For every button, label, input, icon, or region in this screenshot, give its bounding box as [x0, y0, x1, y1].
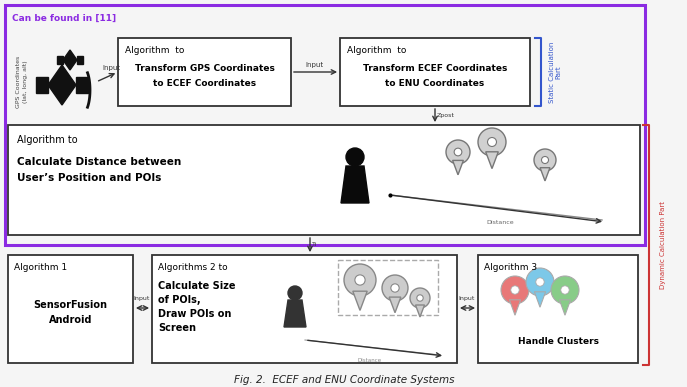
- Polygon shape: [77, 56, 83, 64]
- Text: to ENU Coordinates: to ENU Coordinates: [385, 79, 484, 88]
- Circle shape: [511, 286, 519, 294]
- Circle shape: [526, 268, 554, 296]
- Text: to ECEF Coordinates: to ECEF Coordinates: [153, 79, 256, 88]
- Circle shape: [488, 137, 497, 147]
- Text: Input: Input: [102, 65, 120, 71]
- Text: Fig. 2.  ECEF and ENU Coordinate Systems: Fig. 2. ECEF and ENU Coordinate Systems: [234, 375, 454, 385]
- Text: Input: Input: [459, 296, 475, 301]
- Text: Static Calculation
Part: Static Calculation Part: [548, 41, 561, 103]
- Polygon shape: [57, 56, 63, 64]
- Polygon shape: [284, 300, 306, 327]
- Text: Can be found in [11]: Can be found in [11]: [12, 14, 116, 23]
- Text: Draw POIs on: Draw POIs on: [158, 309, 232, 319]
- Bar: [338, 260, 438, 315]
- Circle shape: [344, 264, 376, 296]
- Polygon shape: [453, 160, 464, 175]
- Text: Transform GPS Coordinates: Transform GPS Coordinates: [135, 64, 274, 73]
- Circle shape: [561, 286, 570, 294]
- Text: User’s Position and POIs: User’s Position and POIs: [17, 173, 161, 183]
- Text: Zpost: Zpost: [437, 113, 455, 118]
- Polygon shape: [540, 168, 550, 181]
- Polygon shape: [559, 300, 571, 315]
- Text: Algorithm 1: Algorithm 1: [14, 263, 67, 272]
- Text: Algorithm to: Algorithm to: [17, 135, 78, 145]
- Circle shape: [501, 276, 529, 304]
- Text: Algorithms 2 to: Algorithms 2 to: [158, 263, 227, 272]
- Polygon shape: [36, 77, 48, 93]
- Circle shape: [534, 149, 556, 171]
- Polygon shape: [353, 291, 367, 310]
- Circle shape: [446, 140, 470, 164]
- Circle shape: [454, 148, 462, 156]
- Bar: [8, 125, 640, 235]
- Text: Android: Android: [49, 315, 92, 325]
- Polygon shape: [63, 50, 77, 70]
- Polygon shape: [416, 305, 425, 317]
- Text: Handle Clusters: Handle Clusters: [517, 337, 598, 346]
- Text: Calculate Size: Calculate Size: [158, 281, 236, 291]
- Bar: [5, 5, 645, 245]
- Bar: [340, 38, 530, 106]
- Bar: [478, 255, 638, 363]
- Polygon shape: [389, 297, 401, 313]
- Text: Distance: Distance: [486, 220, 514, 225]
- Polygon shape: [76, 77, 88, 93]
- Text: of POIs,: of POIs,: [158, 295, 201, 305]
- Circle shape: [417, 295, 423, 301]
- Text: Input: Input: [305, 62, 323, 68]
- Circle shape: [391, 284, 399, 292]
- Circle shape: [288, 286, 302, 300]
- Bar: [8, 255, 133, 363]
- Circle shape: [536, 278, 544, 286]
- Text: GPS Coordinates
(lat, long, alt): GPS Coordinates (lat, long, alt): [16, 56, 27, 108]
- Polygon shape: [534, 292, 545, 307]
- Text: Calculate Distance between: Calculate Distance between: [17, 157, 181, 167]
- Bar: [118, 38, 291, 106]
- Text: Distance: Distance: [358, 358, 382, 363]
- Text: Algorithm  to: Algorithm to: [125, 46, 184, 55]
- Circle shape: [355, 275, 365, 285]
- Polygon shape: [486, 152, 498, 169]
- Text: SensorFusion: SensorFusion: [34, 300, 107, 310]
- Circle shape: [382, 275, 408, 301]
- Circle shape: [551, 276, 579, 304]
- Polygon shape: [48, 65, 76, 105]
- Text: Transform ECEF Coordinates: Transform ECEF Coordinates: [363, 64, 507, 73]
- Text: Screen: Screen: [158, 323, 196, 333]
- Circle shape: [478, 128, 506, 156]
- Bar: [152, 255, 457, 363]
- Text: Dynamic Calculation Part: Dynamic Calculation Part: [660, 201, 666, 289]
- Circle shape: [541, 156, 548, 164]
- Circle shape: [346, 148, 364, 166]
- Text: Ti: Ti: [312, 242, 317, 247]
- Text: Input: Input: [134, 296, 150, 301]
- Polygon shape: [341, 166, 369, 203]
- Circle shape: [410, 288, 430, 308]
- Text: Algorithm 3: Algorithm 3: [484, 263, 537, 272]
- Polygon shape: [509, 300, 521, 315]
- Text: Algorithm  to: Algorithm to: [347, 46, 407, 55]
